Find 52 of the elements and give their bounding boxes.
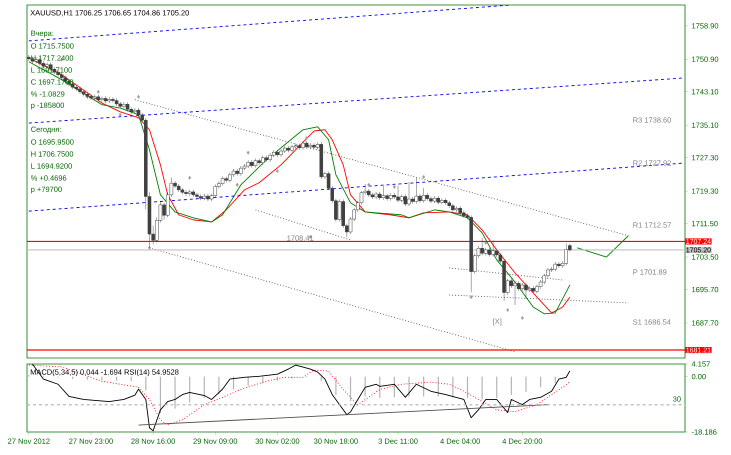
candlestick	[480, 238, 484, 256]
point	[392, 184, 396, 189]
point	[520, 316, 524, 320]
candlestick	[114, 98, 118, 106]
point	[506, 308, 510, 312]
candlestick	[312, 142, 316, 150]
candlestick	[220, 176, 224, 186]
candlestick	[301, 140, 305, 150]
candlestick	[382, 186, 386, 200]
point	[246, 150, 250, 155]
candlestick	[264, 155, 268, 162]
point	[367, 182, 370, 187]
point	[118, 112, 122, 117]
point	[470, 295, 473, 300]
candlestick	[564, 243, 568, 266]
point	[305, 136, 308, 140]
candlestick	[239, 166, 243, 176]
point	[96, 90, 100, 94]
candlestick	[524, 282, 528, 299]
candlestick	[396, 185, 400, 203]
candlestick	[422, 188, 426, 203]
candlestick	[78, 86, 82, 94]
candlestick	[279, 148, 283, 158]
point	[276, 169, 279, 174]
point	[236, 182, 239, 187]
candlestick	[418, 194, 422, 203]
candlestick	[429, 196, 433, 204]
point	[422, 174, 426, 179]
candlestick	[126, 102, 130, 112]
candlestick	[228, 172, 232, 183]
candlestick	[89, 94, 93, 100]
candlestick	[370, 192, 374, 200]
candlestick	[454, 206, 458, 212]
candlestick	[414, 178, 418, 204]
candlestick	[338, 199, 342, 222]
candlestick	[290, 144, 294, 153]
candlestick	[213, 184, 218, 198]
point	[136, 94, 140, 99]
candlestick	[553, 262, 558, 272]
candlestick	[254, 158, 258, 168]
candlestick	[42, 61, 46, 69]
candlestick	[195, 192, 199, 199]
point	[188, 176, 192, 180]
candlestick	[491, 240, 495, 257]
candlestick	[261, 155, 265, 166]
candlestick	[407, 182, 411, 206]
candlestick	[206, 194, 210, 202]
candlestick	[535, 284, 539, 294]
candlestick	[444, 198, 448, 206]
candlestick	[184, 190, 188, 196]
candlestick	[513, 281, 517, 306]
candlestick	[100, 96, 104, 102]
